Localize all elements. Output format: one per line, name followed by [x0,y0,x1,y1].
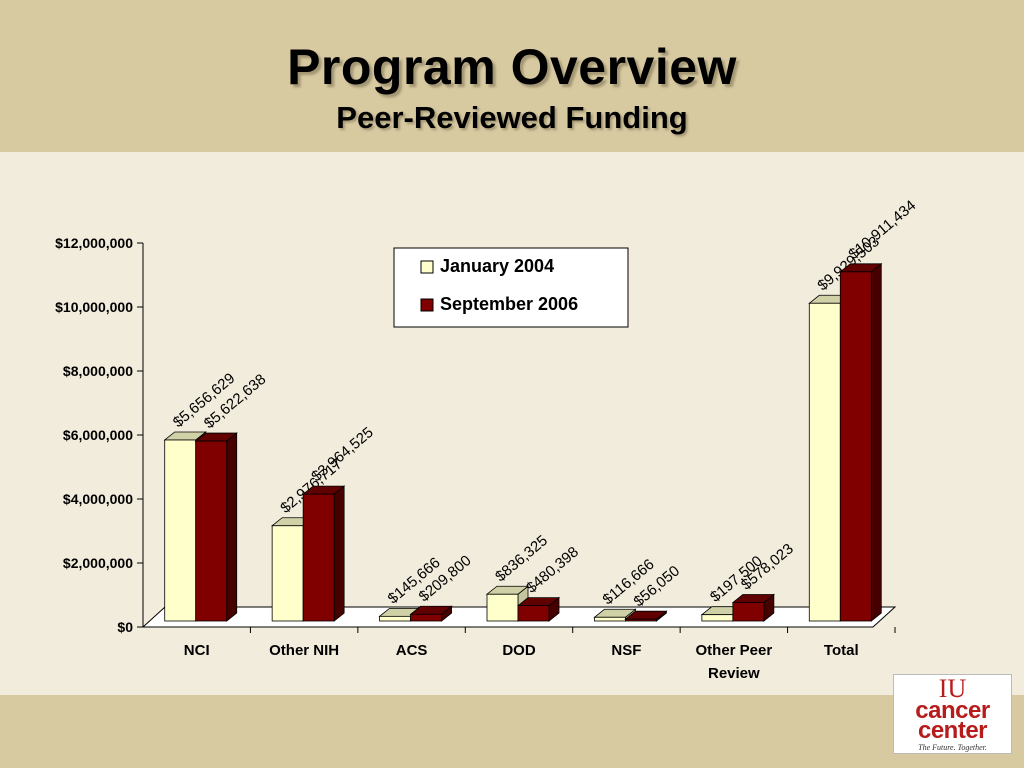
bar-side [333,485,345,622]
logo-text-iu: IU [938,674,967,703]
footer-band [0,695,1024,768]
y-tick-label: $12,000,000 [55,235,133,251]
data-label: $10,911,434 [845,197,919,263]
y-tick-label: $6,000,000 [63,427,133,443]
bar-side [226,432,238,622]
iu-cancer-center-logo: IU cancer center The Future. Together. [893,674,1012,754]
slide-subtitle: Peer-Reviewed Funding [336,100,688,135]
data-label: $3,964,525 [308,424,376,485]
bar-january-2004 [808,302,841,622]
legend-swatch [420,298,434,312]
y-tick-label: $10,000,000 [55,299,133,315]
x-category-label: ACS [396,642,428,659]
bar-january-2004 [701,614,734,622]
slide-title: Program Overview [287,39,737,95]
bar-january-2004 [486,593,519,622]
bar-january-2004 [164,439,197,622]
bar-september-2006 [195,440,228,622]
bar-september-2006 [625,618,657,622]
bar-january-2004 [379,615,411,622]
legend-label: January 2004 [440,256,554,276]
y-tick-label: $2,000,000 [63,555,133,571]
funding-bar-chart: $0 $2,000,000 $4,000,000 $6,000,000 $8,000,0… [55,197,919,682]
legend-swatch [420,260,434,274]
y-tick-label: $8,000,000 [63,363,133,379]
x-category-label: NCI [184,642,210,659]
bar-side [870,263,882,622]
logo-text-center: center [917,717,988,744]
bar-september-2006 [517,605,550,622]
header-band [0,0,1024,152]
x-category-label: Review [708,665,760,682]
x-category-label: NSF [611,642,641,659]
bar-january-2004 [271,525,304,622]
bar-september-2006 [410,613,442,622]
logo-tagline: The Future. Together. [918,743,987,752]
y-tick-label: $4,000,000 [63,491,133,507]
bar-september-2006 [302,493,335,622]
bar-september-2006 [732,602,765,622]
x-category-label: Other NIH [269,642,339,659]
x-category-label: Other Peer [696,642,773,659]
logo-text-cancer: cancer [915,697,990,724]
bar-january-2004 [594,616,626,622]
x-category-label: Total [824,642,859,659]
y-tick-label: $0 [117,619,133,635]
legend-label: September 2006 [440,294,578,314]
x-category-label: DOD [502,642,536,659]
bar-september-2006 [839,271,872,622]
